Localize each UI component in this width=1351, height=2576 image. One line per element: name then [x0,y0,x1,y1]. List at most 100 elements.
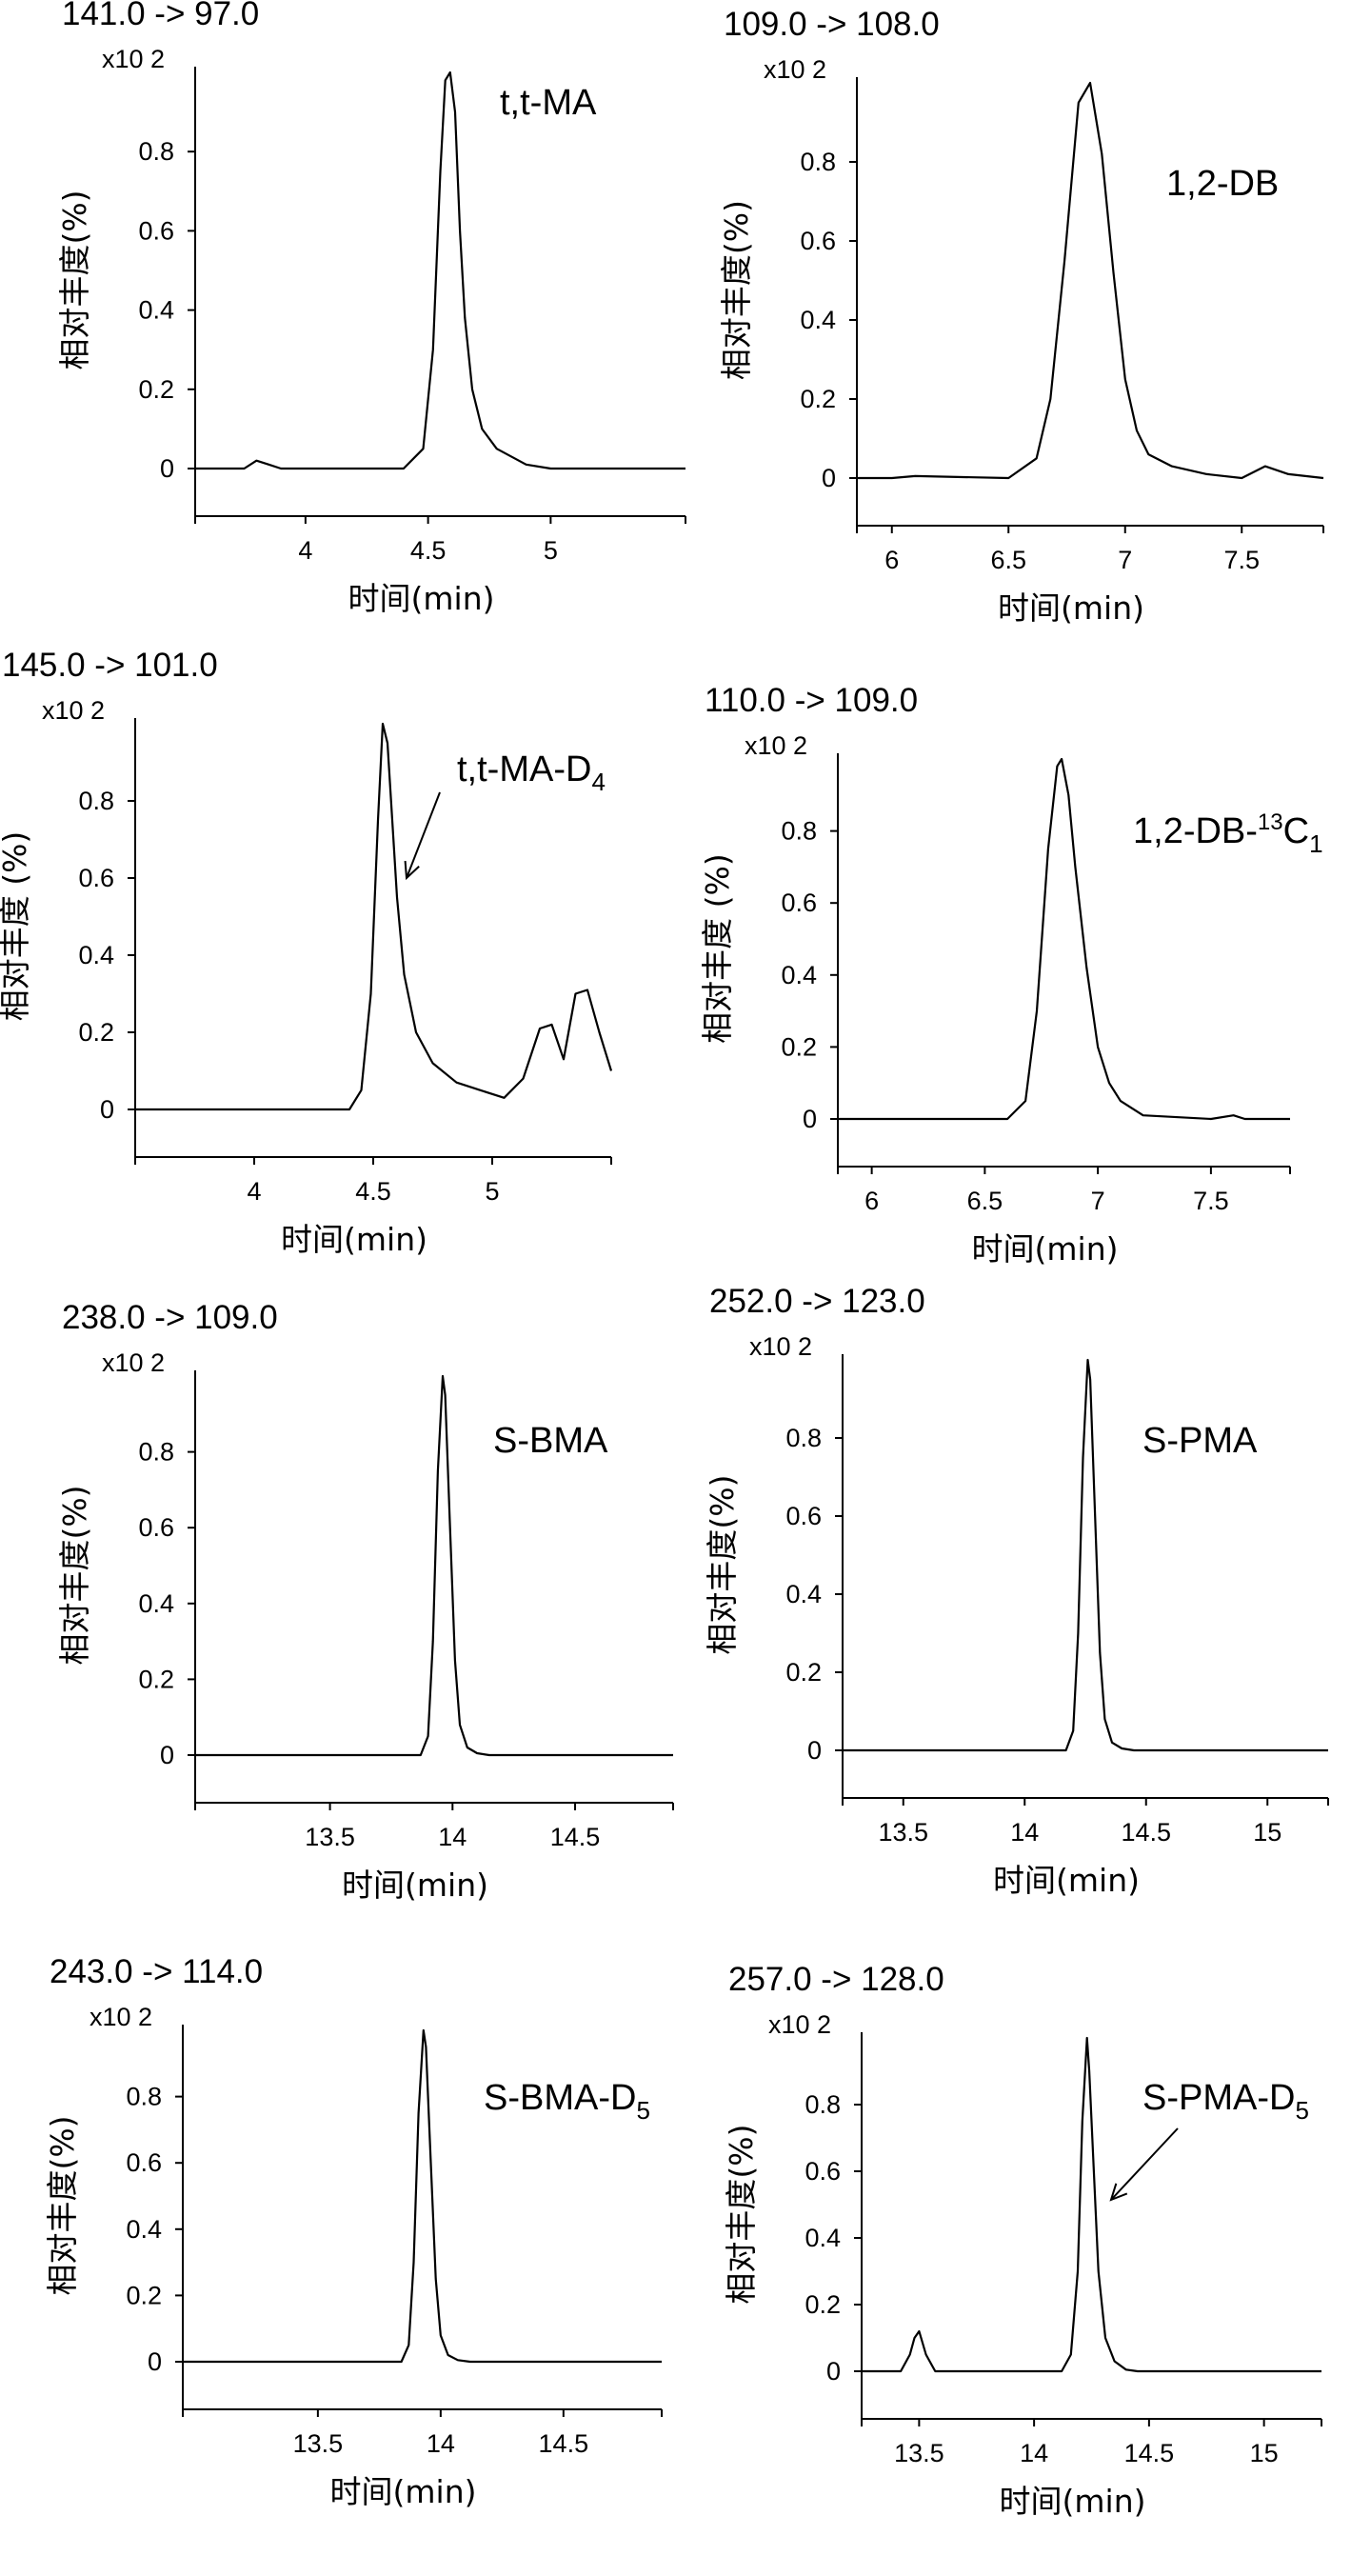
scale-label: x10 2 [745,731,807,760]
x-tick-label: 4 [247,1177,261,1206]
x-tick-label: 7 [1118,546,1132,574]
y-tick-label: 0.4 [800,306,836,334]
y-tick-label: 0.6 [138,216,174,245]
y-tick-label: 0 [160,1741,174,1769]
y-tick-label: 0.6 [126,2148,162,2177]
y-tick-label: 0.8 [781,817,817,846]
chart-panel-5: 00.20.40.60.813.51414.5时间(min)相对丰度(%)238… [56,1299,673,1904]
analyte-label: t,t-MA [500,83,597,123]
chart-panel-3: 00.20.40.60.844.55时间(min)相对丰度 (%)145.0 -… [0,647,611,1258]
analyte-subscript: 5 [1295,2096,1308,2125]
x-tick-label: 14 [438,1823,467,1851]
x-tick-label: 15 [1250,2439,1279,2467]
y-axis-title: 相对丰度(%) [56,190,93,369]
y-tick-label: 0.6 [805,2157,841,2186]
analyte-suffix: C [1283,811,1309,851]
analyte-name: S-BMA [493,1421,608,1461]
y-tick-label: 0.4 [138,296,174,325]
transition-label: 238.0 -> 109.0 [62,1299,278,1336]
y-tick-label: 0.8 [126,2083,162,2111]
x-tick-label: 7 [1091,1187,1105,1215]
y-tick-label: 0.8 [138,1438,174,1467]
y-tick-label: 0.2 [800,385,836,413]
x-tick-label: 13.5 [305,1823,355,1851]
y-tick-label: 0.6 [800,227,836,255]
x-axis-title: 时间(min) [972,1230,1119,1268]
scale-label: x10 2 [42,696,105,725]
analyte-name: S-PMA [1142,1421,1258,1461]
y-tick-label: 0 [807,1736,822,1765]
transition-label: 141.0 -> 97.0 [62,0,259,32]
x-axis-title: 时间(min) [993,1862,1140,1899]
analyte-label: S-BMA [493,1421,608,1461]
x-axis-title: 时间(min) [1000,2483,1146,2520]
y-tick-label: 0.2 [78,1018,114,1047]
x-tick-label: 5 [544,536,558,565]
x-tick-label: 14.5 [550,1823,601,1851]
x-tick-label: 14.5 [1121,1818,1171,1847]
y-tick-label: 0.4 [785,1580,822,1608]
transition-label: 252.0 -> 123.0 [709,1283,925,1320]
transition-label: 110.0 -> 109.0 [705,682,918,719]
analyte-name: S-PMA-D [1142,2078,1295,2118]
x-tick-label: 14.5 [1124,2439,1175,2467]
x-tick-label: 6 [864,1187,879,1215]
arrow-shaft [407,792,440,878]
analyte-label: t,t-MA-D4 [457,749,606,796]
analyte-superscript: 13 [1258,809,1283,835]
analyte-subscript: 4 [591,768,605,796]
x-tick-label: 14 [427,2429,455,2458]
y-axis-title: 相对丰度(%) [56,1485,93,1665]
analyte-name: S-BMA-D [484,2078,636,2118]
transition-label: 243.0 -> 114.0 [50,1953,263,1990]
y-tick-label: 0.6 [781,889,817,917]
y-tick-label: 0.2 [805,2290,841,2319]
scale-label: x10 2 [764,55,826,84]
x-tick-label: 6.5 [967,1187,1003,1215]
y-axis-title: 相对丰度(%) [704,1474,741,1654]
x-tick-label: 6 [884,546,899,574]
arrow-shaft [1111,2128,1178,2200]
y-axis-title: 相对丰度(%) [44,2115,81,2295]
scale-label: x10 2 [102,45,165,73]
y-tick-label: 0.4 [805,2224,841,2252]
x-tick-label: 13.5 [894,2439,944,2467]
y-axis-title: 相对丰度(%) [718,200,755,380]
y-tick-label: 0.4 [781,961,817,989]
chromatogram-trace [195,72,685,469]
y-tick-label: 0.8 [805,2090,841,2119]
x-tick-label: 4.5 [410,536,447,565]
arrow-tt-ma-d4 [406,792,440,878]
x-tick-label: 6.5 [990,546,1026,574]
scale-label: x10 2 [89,2003,152,2031]
x-axis-title: 时间(min) [281,1221,427,1258]
analyte-label: 1,2-DB [1166,164,1279,204]
analyte-name: t,t-MA [500,83,597,123]
analyte-name: t,t-MA-D [457,749,591,789]
x-tick-label: 5 [485,1177,499,1206]
y-tick-label: 0.8 [78,787,114,815]
y-tick-label: 0 [160,454,174,483]
x-tick-label: 13.5 [878,1818,928,1847]
y-tick-label: 0 [826,2357,841,2386]
analyte-label: S-BMA-D5 [484,2078,650,2125]
transition-label: 257.0 -> 128.0 [728,1961,944,1998]
y-tick-label: 0.6 [785,1502,822,1530]
x-tick-label: 7.5 [1223,546,1260,574]
x-tick-label: 4.5 [355,1177,391,1206]
y-tick-label: 0.6 [78,864,114,892]
y-axis-title: 相对丰度 (%) [699,853,736,1044]
chart-panel-6: 00.20.40.60.813.51414.515时间(min)相对丰度(%)2… [704,1283,1328,1899]
chromatogram-trace [857,83,1323,478]
x-tick-label: 14 [1020,2439,1048,2467]
y-tick-label: 0.2 [126,2281,162,2309]
y-tick-label: 0 [148,2347,162,2376]
y-tick-label: 0.8 [800,148,836,176]
y-tick-label: 0 [822,464,836,492]
y-tick-label: 0.8 [138,137,174,166]
transition-label: 145.0 -> 101.0 [2,647,218,684]
x-tick-label: 13.5 [293,2429,344,2458]
chromatogram-trace [843,1360,1328,1750]
y-axis-title: 相对丰度(%) [723,2124,760,2304]
